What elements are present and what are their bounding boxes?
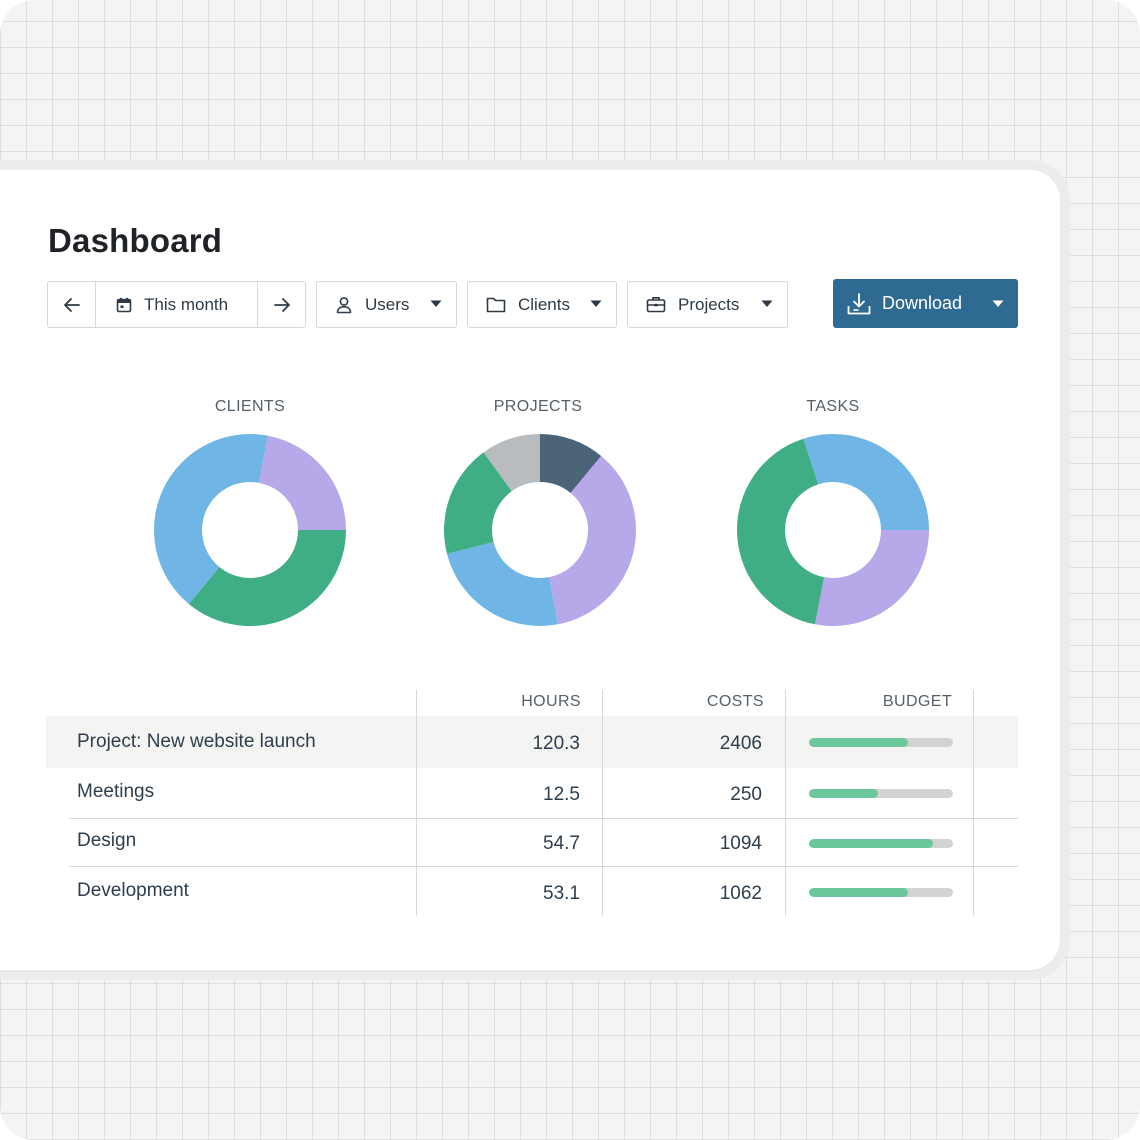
row-hours: 120.3 <box>532 733 580 754</box>
calendar-icon <box>116 297 132 312</box>
donut-slice <box>258 435 346 530</box>
row-hours: 12.5 <box>543 784 580 805</box>
row-hours: 53.1 <box>543 883 580 904</box>
column-divider <box>602 690 603 916</box>
donut-slice <box>154 434 268 604</box>
caret-down-icon <box>430 300 442 307</box>
row-costs: 2406 <box>719 733 762 754</box>
row-costs: 1062 <box>719 883 762 904</box>
donut-chart-tasks <box>737 434 929 626</box>
page-title: Dashboard <box>48 222 223 259</box>
date-range-group: This month <box>47 281 306 328</box>
clients-dropdown-label: Clients <box>518 294 570 314</box>
row-name: Development <box>77 880 189 901</box>
prev-period-button[interactable] <box>48 282 96 327</box>
arrow-left-icon <box>63 297 80 312</box>
arrow-right-icon <box>273 297 290 312</box>
donut-slice <box>483 434 540 492</box>
download-button[interactable]: Download <box>833 279 1018 328</box>
download-label: Download <box>882 293 963 313</box>
folder-icon <box>486 297 506 313</box>
users-dropdown-label: Users <box>365 294 410 314</box>
row-divider <box>69 818 1018 819</box>
projects-dropdown[interactable]: Projects <box>627 281 788 328</box>
chart-title-clients: CLIENTS <box>214 398 286 415</box>
caret-down-icon <box>992 300 1004 307</box>
row-name: Project: New website launch <box>77 731 316 752</box>
donut-slice <box>548 456 636 625</box>
projects-dropdown-label: Projects <box>678 294 740 314</box>
row-divider <box>69 866 1018 867</box>
briefcase-icon <box>646 297 666 313</box>
row-name: Meetings <box>77 781 155 802</box>
column-header-budget: BUDGET <box>882 693 952 710</box>
budget-bar-fill <box>809 738 909 747</box>
budget-bar-fill <box>809 789 879 798</box>
column-header-hours: HOURS <box>521 693 581 710</box>
row-costs: 1094 <box>719 833 762 854</box>
budget-bar <box>809 839 953 848</box>
caret-down-icon <box>761 300 773 307</box>
row-name: Design <box>77 830 137 851</box>
column-divider <box>973 690 974 916</box>
chart-title-tasks: TASKS <box>806 398 860 415</box>
row-costs: 250 <box>730 784 762 805</box>
clients-dropdown[interactable]: Clients <box>467 281 617 328</box>
user-icon <box>336 296 352 313</box>
donut-slice <box>188 530 346 626</box>
donut-chart-clients <box>154 434 346 626</box>
users-dropdown[interactable]: Users <box>316 281 457 328</box>
budget-bar-fill <box>809 888 909 897</box>
budget-bar-fill <box>809 839 933 848</box>
donut-chart-projects <box>444 434 636 626</box>
budget-bar <box>809 738 953 747</box>
budget-bar <box>809 888 953 897</box>
donut-slice <box>803 434 929 530</box>
column-divider <box>785 690 786 916</box>
column-divider <box>416 690 417 916</box>
next-period-button[interactable] <box>258 282 305 327</box>
caret-down-icon <box>590 300 602 307</box>
chart-title-projects: PROJECTS <box>493 398 583 415</box>
date-picker-button[interactable]: This month <box>96 282 258 327</box>
date-picker-label: This month <box>144 294 229 314</box>
row-hours: 54.7 <box>543 833 580 854</box>
donut-slice <box>815 530 929 626</box>
donut-slice <box>447 541 558 626</box>
budget-bar <box>809 789 953 798</box>
donut-slice <box>737 438 825 625</box>
column-header-costs: COSTS <box>706 693 764 710</box>
donut-slice <box>540 434 602 494</box>
download-icon <box>847 292 871 314</box>
donut-slice <box>444 452 512 554</box>
